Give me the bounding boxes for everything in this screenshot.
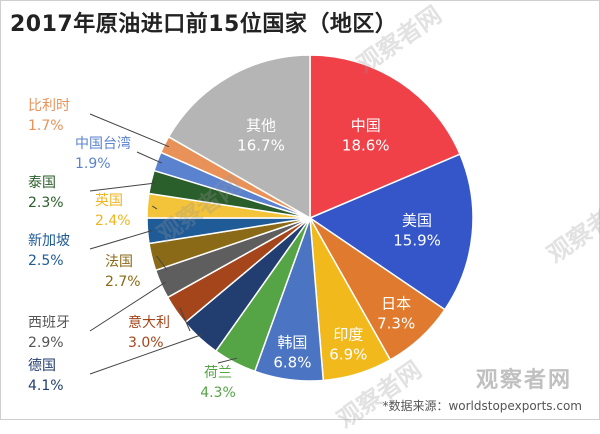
slice-label: 法国 [105,254,133,270]
slice-value-label: 16.7% [237,136,285,154]
slice-value-label: 6.8% [273,353,311,371]
slice-label: 中国 [351,117,381,135]
slice-value-label: 15.9% [393,231,441,249]
slice-label: 韩国 [277,333,307,351]
leader-line [89,229,153,250]
leader-line [179,307,191,332]
slice-label: 印度 [333,326,363,344]
chart-title: 2017年原油进口前15位国家（地区） [10,12,398,37]
slice-label: 其他 [246,116,276,134]
slice-value-label: 1.9% [75,156,111,172]
pie-chart: 中国 18.6% 美国 15.9% 日本 7.3% 印度 6.9% 韩国 6.8% 荷兰 4.3% 德国… [28,54,474,401]
slice-label: 比利时 [28,98,70,114]
leader-line [217,357,238,364]
leader-line [89,281,166,332]
leader-line [89,333,204,375]
slice-value-label: 7.3% [377,314,415,332]
slice-label: 西班牙 [28,315,70,331]
slice-value-label: 18.6% [342,137,390,155]
leader-line [136,151,162,164]
slice-label: 日本 [381,294,411,312]
slice-label: 泰国 [28,175,56,191]
data-source-note: *数据来源：worldstopexports.com [382,399,582,413]
leader-line [89,113,170,148]
slice-label: 中国台湾 [75,135,131,152]
slice-label: 意大利 [128,314,170,331]
pie-slice [167,54,311,220]
slice-value-label: 1.7% [28,118,64,134]
slice-label: 荷兰 [204,365,232,381]
watermark-logo: 观察者网 [475,368,572,393]
slice-value-label: 4.1% [28,378,64,394]
slice-label: 德国 [28,358,56,374]
slice-value-label: 2.3% [28,195,64,211]
slice-value-label: 2.9% [28,335,64,351]
slice-label: 英国 [95,192,123,209]
slice-value-label: 2.4% [95,213,131,229]
slice-label: 新加坡 [28,233,70,249]
slice-value-label: 2.7% [105,274,141,290]
slice-label: 美国 [402,211,432,229]
pie-slice [308,153,474,311]
slice-value-label: 6.9% [329,346,367,364]
leader-line [89,182,156,192]
leader-line [152,205,158,210]
slice-value-label: 2.5% [28,253,64,269]
leader-line [156,255,168,271]
slice-value-label: 3.0% [128,335,164,351]
pie-slice [309,54,461,220]
slice-value-label: 4.3% [200,385,236,401]
